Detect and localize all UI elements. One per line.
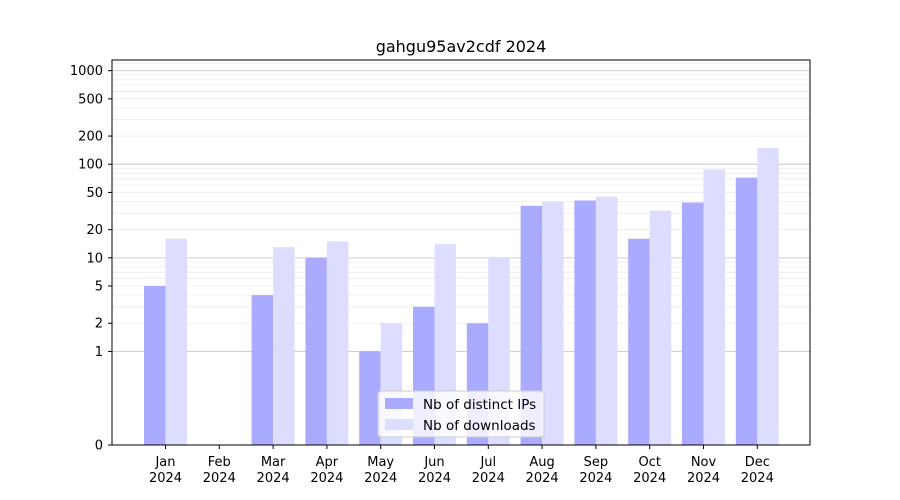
x-tick-label: Jul 2024	[472, 455, 505, 486]
legend: Nb of distinct IPs Nb of downloads	[377, 390, 545, 438]
bar-downloads	[165, 238, 187, 445]
y-tick-label: 5	[95, 280, 103, 295]
bar-distinct-ips	[251, 295, 274, 445]
x-tick-label: May 2024	[364, 455, 397, 486]
bar-downloads	[703, 169, 725, 446]
bar-downloads	[757, 147, 779, 445]
bar-distinct-ips	[682, 202, 704, 445]
y-tick-label: 1000	[70, 64, 103, 79]
y-tick-label: 500	[78, 92, 103, 107]
x-tick-label: Nov 2024	[687, 455, 720, 486]
bar-distinct-ips	[628, 238, 650, 445]
legend-swatch-downloads	[385, 419, 413, 430]
legend-label-distinct-ips: Nb of distinct IPs	[423, 397, 536, 413]
x-axis: Jan 2024 Feb 2024 Mar 2024 Apr 2024 May 2024 Jun 20…	[149, 445, 774, 486]
y-tick-label: 20	[86, 223, 103, 238]
y-tick-label: 100	[78, 158, 103, 173]
y-axis: 0 1 2 5 10 20 50 100 200 500 1000	[70, 64, 112, 454]
bar-distinct-ips	[520, 205, 543, 445]
bar-distinct-ips	[735, 177, 758, 446]
bar-downloads	[326, 241, 349, 445]
y-tick-label: 1	[95, 345, 103, 360]
y-tick-label: 2	[95, 317, 103, 332]
plot-frame	[111, 59, 811, 446]
y-tick-label: 50	[86, 186, 103, 201]
y-tick-label: 0	[95, 439, 103, 454]
chart-title: gahgu95av2cdf 2024	[376, 37, 547, 56]
x-tick-label: Mar 2024	[257, 455, 290, 486]
x-tick-label: Aug 2024	[526, 455, 559, 486]
x-tick-label: Jun 2024	[418, 455, 451, 486]
x-tick-label: Jan 2024	[149, 455, 182, 486]
x-tick-label: Dec 2024	[741, 455, 774, 486]
bar-distinct-ips	[305, 257, 327, 445]
bar-downloads	[542, 201, 564, 445]
legend-box	[377, 390, 545, 438]
x-tick-label: Feb 2024	[203, 455, 236, 486]
bar-downloads	[595, 196, 618, 445]
x-tick-label: Apr 2024	[310, 455, 343, 486]
x-tick-label: Oct 2024	[633, 455, 666, 486]
legend-label-downloads: Nb of downloads	[423, 418, 536, 434]
x-tick-label: Sep 2024	[579, 455, 612, 486]
bar-distinct-ips	[359, 351, 381, 445]
bar-downloads	[273, 247, 295, 445]
bar-downloads	[649, 210, 672, 445]
y-tick-label: 200	[78, 130, 103, 145]
legend-swatch-distinct-ips	[385, 398, 413, 409]
bar-distinct-ips	[574, 200, 596, 445]
bar-distinct-ips	[144, 286, 166, 445]
y-tick-label: 10	[86, 251, 103, 266]
